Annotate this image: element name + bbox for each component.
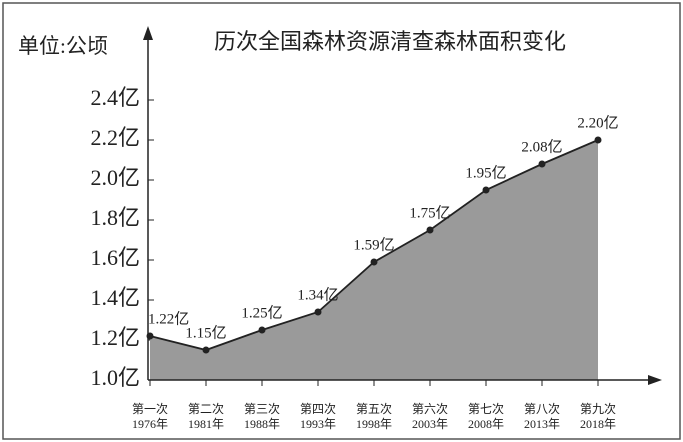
y-tick-label: 1.0亿 (90, 365, 140, 390)
point (314, 308, 322, 316)
x-axis-arrow (648, 375, 662, 385)
point (258, 326, 266, 334)
point (482, 186, 490, 194)
data-label: 1.59亿 (353, 236, 394, 253)
y-axis-unit: 单位:公顷 (18, 34, 108, 58)
x-tick-label: 第一次 1976年 (131, 402, 168, 431)
data-label: 1.25亿 (241, 304, 282, 321)
data-label: 1.75亿 (409, 204, 450, 221)
chart-title: 历次全国森林资源清查森林面积变化 (214, 29, 566, 54)
y-tick-label: 2.0亿 (90, 165, 140, 190)
y-tick-label: 1.2亿 (90, 325, 140, 350)
data-label: 2.08亿 (521, 138, 562, 155)
point (370, 258, 378, 266)
y-tick-label: 1.6亿 (90, 245, 140, 270)
y-tick-label: 2.2亿 (90, 125, 140, 150)
point (538, 160, 546, 168)
x-tick-label: 第九次 2018年 (579, 402, 616, 431)
area (150, 140, 598, 380)
x-tick-label: 第四次 1993年 (299, 402, 336, 431)
x-tick-label: 第三次 1988年 (243, 402, 280, 431)
x-tick-label: 第五次 1998年 (355, 402, 392, 431)
y-tick-label: 2.4亿 (90, 85, 140, 110)
data-label: 1.95亿 (465, 164, 506, 181)
y-tick-label: 1.8亿 (90, 205, 140, 230)
data-label: 1.34亿 (297, 286, 338, 303)
y-axis-arrow (143, 26, 153, 40)
point (594, 136, 602, 144)
x-tick-label: 第二次 1981年 (187, 402, 224, 431)
data-label: 1.15亿 (185, 324, 226, 341)
point (202, 346, 210, 354)
point (426, 226, 434, 234)
x-tick-label: 第六次 2003年 (411, 402, 448, 431)
plot: 1.0亿 1.2亿 1.4亿 1.6亿 1.8亿 2.0亿 2.2亿 2.4亿 1.22亿1.1… (90, 85, 618, 390)
y-tick-label: 1.4亿 (90, 285, 140, 310)
data-label: 2.20亿 (577, 114, 618, 131)
x-tick-label: 第八次 2013年 (523, 402, 560, 431)
data-label: 1.22亿 (148, 310, 189, 327)
x-tick-label: 第七次 2008年 (467, 402, 504, 431)
